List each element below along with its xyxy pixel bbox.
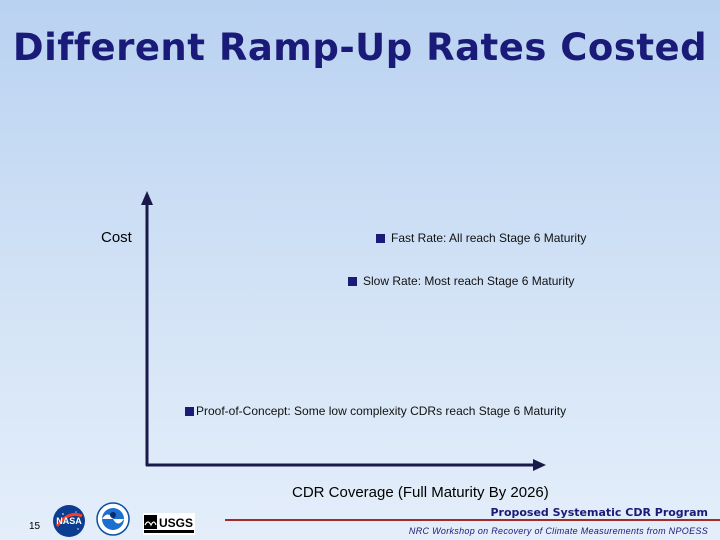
footer-program-title: Proposed Systematic CDR Program bbox=[490, 506, 708, 519]
legend-label: Slow Rate: Most reach Stage 6 Maturity bbox=[363, 274, 575, 288]
svg-text:NASA: NASA bbox=[56, 516, 82, 526]
slide-title: Different Ramp-Up Rates Costed bbox=[12, 26, 708, 69]
usgs-wordmark: USGS bbox=[159, 516, 193, 530]
legend-item-proof-of-concept: Proof-of-Concept: Some low complexity CD… bbox=[185, 404, 566, 418]
nasa-logo: NASA bbox=[53, 505, 85, 537]
legend-swatch bbox=[376, 233, 385, 243]
usgs-logo: USGS bbox=[143, 513, 195, 535]
noaa-logo bbox=[96, 502, 130, 536]
x-axis-label: CDR Coverage (Full Maturity By 2026) bbox=[292, 484, 549, 501]
x-axis-arrow bbox=[533, 459, 546, 471]
footer-divider bbox=[225, 519, 720, 521]
legend-label: Fast Rate: All reach Stage 6 Maturity bbox=[391, 231, 587, 245]
page-number: 15 bbox=[29, 521, 41, 532]
legend-swatch bbox=[348, 276, 357, 286]
y-axis-label: Cost bbox=[101, 229, 132, 246]
y-axis-arrow bbox=[141, 191, 153, 205]
footer-workshop-text: NRC Workshop on Recovery of Climate Meas… bbox=[408, 526, 708, 536]
legend-label: Proof-of-Concept: Some low complexity CD… bbox=[196, 404, 567, 418]
legend-item-slow-rate: Slow Rate: Most reach Stage 6 Maturity bbox=[348, 274, 574, 288]
legend-item-fast-rate: Fast Rate: All reach Stage 6 Maturity bbox=[376, 231, 586, 245]
legend-swatch bbox=[185, 406, 194, 416]
